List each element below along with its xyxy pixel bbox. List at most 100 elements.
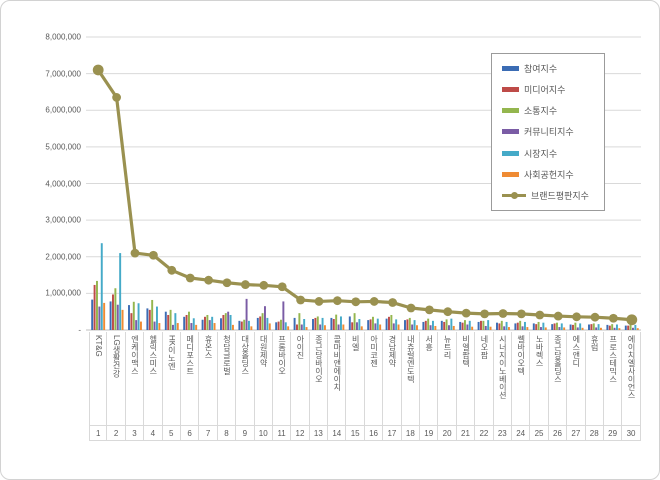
trend-marker bbox=[535, 310, 545, 320]
x-category-column: 비엘팜텍 21 bbox=[456, 332, 476, 441]
bar bbox=[332, 319, 335, 330]
bar bbox=[615, 324, 618, 330]
bar bbox=[379, 324, 382, 330]
bar bbox=[314, 317, 317, 330]
legend-line-marker-icon bbox=[502, 191, 526, 199]
x-category-label: 아이진 bbox=[295, 335, 304, 359]
bar bbox=[300, 324, 303, 330]
legend-item: 브랜드평판지수 bbox=[502, 188, 598, 203]
legend-label: 소통지수 bbox=[524, 106, 558, 117]
bar bbox=[516, 322, 519, 330]
trend-marker bbox=[517, 309, 526, 319]
x-category-column: 메디포스트 6 bbox=[180, 332, 200, 441]
bar bbox=[376, 318, 379, 330]
x-rank-label: 13 bbox=[309, 425, 328, 441]
bar bbox=[91, 299, 94, 330]
bar bbox=[624, 325, 627, 330]
bar bbox=[569, 324, 572, 330]
x-category-label: HK이노엔 bbox=[167, 335, 176, 371]
x-rank-label: 16 bbox=[364, 425, 383, 441]
bar bbox=[599, 327, 602, 330]
bar bbox=[471, 326, 474, 330]
x-category-column: 에이치엘사이언스 30 bbox=[622, 332, 641, 441]
x-rank-label: 8 bbox=[217, 425, 236, 441]
x-category-column: 시너지이노베이션 23 bbox=[493, 332, 512, 441]
bar bbox=[521, 326, 524, 330]
x-category-column: 대상홀딩스 9 bbox=[236, 332, 255, 441]
bar bbox=[392, 323, 395, 330]
bar bbox=[464, 320, 466, 330]
legend-swatch-icon bbox=[502, 108, 519, 114]
x-category-label: 청담글로벌 bbox=[222, 335, 231, 375]
bar bbox=[116, 304, 119, 330]
x-category-column: 뉴트리 20 bbox=[438, 332, 457, 441]
legend-swatch-icon bbox=[502, 87, 519, 93]
bar bbox=[523, 321, 526, 330]
bar bbox=[627, 325, 630, 330]
y-tick-label: 6,000,000 bbox=[45, 105, 81, 115]
bar bbox=[243, 319, 246, 330]
y-tick-label: 5,000,000 bbox=[45, 142, 81, 152]
bar bbox=[450, 318, 453, 330]
legend-item: 커뮤니티지수 bbox=[502, 124, 598, 139]
trend-marker bbox=[241, 280, 250, 289]
x-rank-label: 18 bbox=[401, 425, 420, 441]
bar bbox=[135, 320, 138, 330]
bar bbox=[319, 324, 322, 330]
x-category-label: 엔케이맥스 bbox=[130, 335, 139, 375]
x-rank-label: 14 bbox=[328, 425, 346, 441]
bar bbox=[579, 323, 582, 330]
bar bbox=[519, 320, 522, 330]
x-category-label: 비엘 bbox=[351, 335, 360, 351]
legend-label: 미디어지수 bbox=[524, 85, 566, 96]
bar bbox=[551, 324, 554, 330]
bar bbox=[556, 322, 558, 330]
bar bbox=[114, 288, 117, 330]
bar bbox=[174, 313, 177, 330]
bar bbox=[321, 317, 324, 330]
x-category-column: 서흥 19 bbox=[420, 332, 439, 441]
bar bbox=[227, 311, 230, 330]
bar bbox=[427, 318, 430, 330]
bar bbox=[146, 308, 149, 330]
bar bbox=[266, 317, 269, 330]
trend-marker bbox=[167, 265, 177, 275]
x-rank-label: 3 bbox=[125, 425, 144, 441]
bar bbox=[356, 322, 358, 330]
bar bbox=[190, 323, 193, 330]
bar bbox=[93, 284, 96, 330]
bar bbox=[167, 314, 170, 330]
bar bbox=[250, 326, 253, 330]
legend-label: 시장지수 bbox=[524, 148, 558, 159]
legend-item: 시장지수 bbox=[502, 146, 598, 161]
bar bbox=[222, 314, 225, 330]
x-axis: KT&G 1 LG생활건강 2 엔케이맥스 3 헬릭스미스 4 HK이노엔 5 메디포스트 6 휴온스 7… bbox=[89, 332, 641, 441]
bar bbox=[411, 324, 414, 330]
bar bbox=[636, 328, 639, 330]
bar bbox=[613, 327, 616, 330]
bar bbox=[100, 243, 103, 330]
bar bbox=[211, 316, 214, 330]
x-rank-label: 23 bbox=[493, 425, 511, 441]
x-category-column: 콜마비앤에이치 14 bbox=[328, 332, 347, 441]
bar bbox=[632, 327, 634, 330]
x-category-column: 비엘 15 bbox=[346, 332, 365, 441]
bar bbox=[121, 309, 124, 330]
bar bbox=[503, 326, 506, 330]
bar bbox=[461, 322, 464, 330]
bar bbox=[132, 301, 135, 330]
bar bbox=[611, 324, 614, 330]
x-category-label: 대상홀딩스 bbox=[240, 335, 249, 375]
bar bbox=[337, 324, 340, 330]
bar bbox=[468, 320, 471, 330]
bar bbox=[408, 317, 411, 330]
bar bbox=[374, 323, 377, 330]
bar bbox=[282, 301, 285, 330]
x-rank-label: 11 bbox=[272, 425, 291, 441]
x-rank-label: 24 bbox=[511, 425, 530, 441]
trend-marker bbox=[443, 307, 453, 317]
bar bbox=[360, 326, 363, 330]
bar bbox=[431, 320, 434, 330]
bar bbox=[448, 325, 450, 330]
bar bbox=[484, 325, 487, 330]
